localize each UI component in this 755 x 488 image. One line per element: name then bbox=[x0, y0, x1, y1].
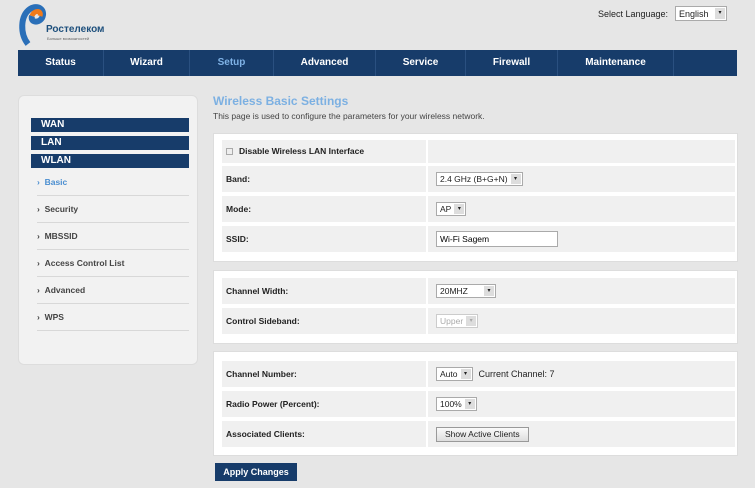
ssid-label: SSID: bbox=[222, 226, 426, 252]
disable-wlan-checkbox[interactable]: Disable Wireless LAN Interface bbox=[222, 140, 426, 163]
basic-panel: Disable Wireless LAN Interface Band: 2.4 … bbox=[213, 133, 738, 262]
band-label: Band: bbox=[222, 166, 426, 192]
sidebar-item-security[interactable]: › Security bbox=[37, 196, 189, 223]
bullet-icon: › bbox=[37, 231, 40, 241]
sidebar-header-wlan[interactable]: WLAN bbox=[31, 154, 189, 168]
channel-width-select[interactable]: 20MHZ ▾ bbox=[436, 284, 496, 298]
sidebar-item-basic[interactable]: › Basic bbox=[37, 169, 189, 196]
sideband-value: Upper bbox=[440, 316, 464, 326]
nav-advanced[interactable]: Advanced bbox=[274, 50, 376, 76]
channel-number-select[interactable]: Auto ▾ bbox=[436, 367, 473, 381]
nav-maintenance[interactable]: Maintenance bbox=[558, 50, 674, 76]
language-label: Select Language: bbox=[598, 9, 669, 19]
channel-panel: Channel Number: Auto ▾ Current Channel: 7 R… bbox=[213, 351, 738, 456]
bullet-icon: › bbox=[37, 177, 40, 187]
sidebar-item-access-control-list[interactable]: › Access Control List bbox=[37, 250, 189, 277]
nav-setup[interactable]: Setup bbox=[190, 50, 274, 76]
sidebar-item-label: Advanced bbox=[44, 285, 86, 295]
control-sideband-label: Control Sideband: bbox=[222, 308, 426, 334]
channel-number-label: Channel Number: bbox=[222, 361, 426, 387]
sidebar-item-label: MBSSID bbox=[44, 231, 78, 241]
chevron-down-icon: ▾ bbox=[454, 204, 465, 214]
brand-name: Ростелеком bbox=[46, 24, 105, 35]
checkbox-icon[interactable] bbox=[226, 148, 233, 156]
sidebar: WAN LAN WLAN › Basic › Security › MBSSID… bbox=[18, 95, 198, 365]
radio-power-value: 100% bbox=[440, 399, 462, 409]
apply-changes-button[interactable]: Apply Changes bbox=[215, 463, 297, 481]
channel-number-value: Auto bbox=[440, 369, 458, 379]
chevron-down-icon: ▾ bbox=[460, 369, 471, 379]
sidebar-item-label: Basic bbox=[44, 177, 68, 187]
nav-wizard[interactable]: Wizard bbox=[104, 50, 190, 76]
logo-icon bbox=[19, 4, 46, 46]
mode-value: AP bbox=[440, 204, 452, 214]
sidebar-item-advanced[interactable]: › Advanced bbox=[37, 277, 189, 304]
sidebar-item-wps[interactable]: › WPS bbox=[37, 304, 189, 331]
page-description: This page is used to configure the param… bbox=[213, 111, 485, 121]
disable-wlan-label: Disable Wireless LAN Interface bbox=[239, 146, 365, 156]
language-select[interactable]: English ▾ bbox=[675, 6, 727, 21]
control-sideband-select: Upper ▾ bbox=[436, 314, 479, 328]
chevron-down-icon: ▾ bbox=[484, 286, 494, 296]
language-value: English bbox=[679, 9, 709, 19]
associated-clients-label: Associated Clients: bbox=[222, 421, 426, 447]
ssid-input[interactable] bbox=[436, 231, 558, 247]
nav-service[interactable]: Service bbox=[376, 50, 466, 76]
brand-tagline: Больше возможностей bbox=[47, 36, 90, 41]
mode-select[interactable]: AP ▾ bbox=[436, 202, 467, 216]
bullet-icon: › bbox=[37, 285, 40, 295]
band-select[interactable]: 2.4 GHz (B+G+N) ▾ bbox=[436, 172, 523, 186]
sidebar-item-label: Security bbox=[44, 204, 79, 214]
radio-power-label: Radio Power (Percent): bbox=[222, 391, 426, 417]
sidebar-item-label: Access Control List bbox=[44, 258, 125, 268]
nav-firewall[interactable]: Firewall bbox=[466, 50, 558, 76]
chevron-down-icon: ▾ bbox=[466, 316, 477, 326]
sidebar-item-mbssid[interactable]: › MBSSID bbox=[37, 223, 189, 250]
channel-width-value: 20MHZ bbox=[440, 286, 468, 296]
chevron-down-icon: ▾ bbox=[464, 399, 475, 409]
radio-power-select[interactable]: 100% ▾ bbox=[436, 397, 477, 411]
channel-width-panel: Channel Width: 20MHZ ▾ Control Sideband: Up… bbox=[213, 270, 738, 344]
mode-label: Mode: bbox=[222, 196, 426, 222]
bullet-icon: › bbox=[37, 258, 40, 268]
show-active-clients-button[interactable]: Show Active Clients bbox=[436, 426, 529, 442]
bullet-icon: › bbox=[37, 204, 40, 214]
channel-width-label: Channel Width: bbox=[222, 278, 426, 304]
sidebar-header-lan[interactable]: LAN bbox=[31, 136, 189, 150]
band-value: 2.4 GHz (B+G+N) bbox=[440, 174, 508, 184]
chevron-down-icon: ▾ bbox=[510, 174, 521, 184]
main-nav: Status Wizard Setup Advanced Service Fir… bbox=[18, 50, 737, 76]
rostelecom-logo bbox=[18, 4, 118, 46]
sidebar-item-label: WPS bbox=[44, 312, 64, 322]
nav-status[interactable]: Status bbox=[18, 50, 104, 76]
current-channel: Current Channel: 7 bbox=[478, 369, 555, 379]
page-title: Wireless Basic Settings bbox=[213, 94, 349, 108]
bullet-icon: › bbox=[37, 312, 40, 322]
chevron-down-icon: ▾ bbox=[715, 8, 725, 19]
sidebar-header-wan[interactable]: WAN bbox=[31, 118, 189, 132]
